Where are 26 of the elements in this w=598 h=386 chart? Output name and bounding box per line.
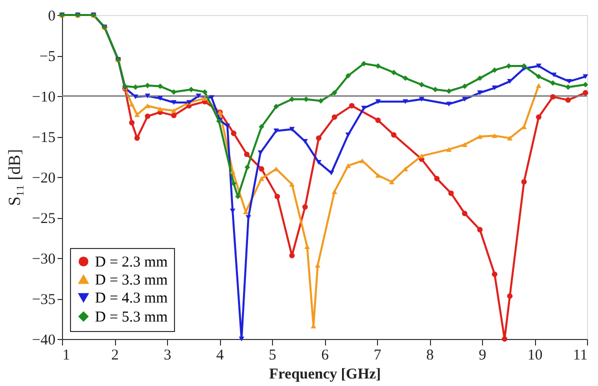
y-tick-label: −10: [32, 90, 56, 106]
legend-label: D = 2.3 mm: [95, 254, 168, 270]
legend-label: D = 3.3 mm: [95, 272, 168, 288]
x-tick-label: 7: [374, 348, 382, 364]
x-tick-label: 8: [426, 348, 434, 364]
legend-label: D = 5.3 mm: [95, 310, 168, 326]
x-tick-label: 1: [62, 348, 70, 364]
x-tick-label: 6: [321, 348, 330, 364]
x-axis-title: Frequency [GHz]: [269, 366, 381, 382]
y-tick-label: −30: [32, 252, 56, 268]
y-axis-title: S₁₁ [dB]: [5, 149, 24, 206]
y-tick-label: −35: [32, 292, 56, 308]
x-tick-label: 9: [478, 348, 486, 364]
legend-label: D = 4.3 mm: [95, 290, 168, 306]
x-tick-label: 4: [216, 348, 224, 364]
x-tick-label: 2: [111, 348, 119, 364]
y-tick-label: −15: [32, 130, 56, 146]
x-tick-label: 3: [164, 348, 172, 364]
y-tick-label: −25: [32, 211, 56, 227]
y-tick-label: −5: [40, 49, 56, 65]
y-tick-label: −40: [32, 332, 56, 348]
y-tick-label: 0: [48, 8, 56, 24]
x-tick-label: 10: [528, 348, 542, 364]
x-tick-label: 11: [573, 348, 588, 364]
y-tick-label: −20: [32, 170, 56, 186]
x-tick-label: 5: [268, 348, 276, 364]
